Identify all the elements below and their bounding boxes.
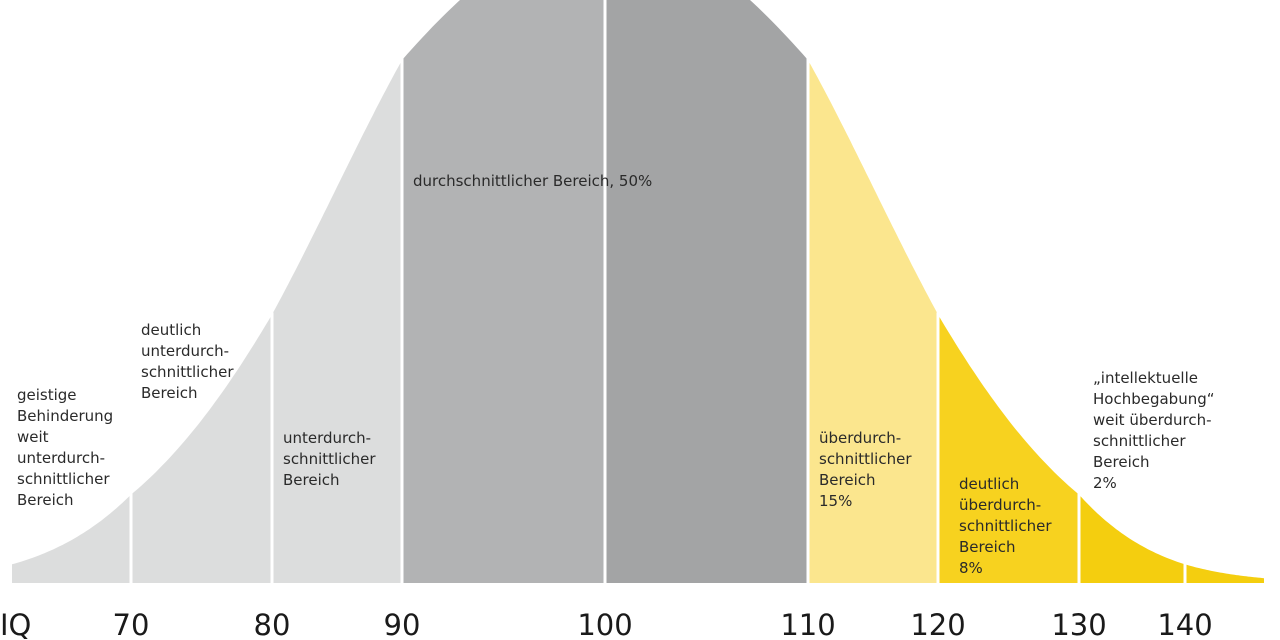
x-axis-title: IQ — [0, 608, 31, 640]
x-axis: IQ 70 80 90 100 110 120 130 140 — [0, 608, 1213, 640]
band-area-6 — [808, 60, 938, 584]
band-label-8: „intellektuelle Hochbegabung“ weit überdur… — [1093, 369, 1215, 492]
x-tick-label-70: 70 — [113, 608, 150, 640]
x-tick-label-140: 140 — [1157, 608, 1212, 640]
band-area-9 — [1185, 564, 1264, 583]
bands-layer — [12, 0, 1264, 584]
band-label-4: durchschnittlicher Bereich, 50% — [413, 172, 652, 190]
band-area-5 — [605, 0, 808, 583]
x-tick-label-80: 80 — [254, 608, 291, 640]
x-tick-label-130: 130 — [1051, 608, 1106, 640]
x-tick-label-110: 110 — [780, 608, 835, 640]
x-tick-label-90: 90 — [384, 608, 421, 640]
band-area-1 — [12, 494, 131, 583]
band-area-2 — [131, 314, 272, 583]
band-area-8 — [1079, 494, 1185, 583]
band-area-4 — [402, 0, 605, 583]
band-labels-layer: geistige Behinderung weit unterdurch-schnit… — [17, 172, 1215, 577]
x-tick-label-120: 120 — [910, 608, 965, 640]
band-area-7 — [938, 314, 1079, 583]
band-label-6: überdurch-schnittlicher Bereich 15% — [819, 429, 912, 510]
band-label-2: deutlich unterdurch-schnittlicher Bereich — [141, 321, 234, 402]
band-area-3 — [272, 60, 402, 584]
separators-layer — [129, 0, 1187, 583]
band-label-1: geistige Behinderung weit unterdurch-schnit… — [17, 386, 113, 509]
band-label-3: unterdurch-schnittlicher Bereich — [283, 429, 376, 489]
x-tick-label-100: 100 — [577, 608, 632, 640]
band-label-7: deutlich überdurch-schnittlicher Bereich 8% — [959, 475, 1052, 577]
